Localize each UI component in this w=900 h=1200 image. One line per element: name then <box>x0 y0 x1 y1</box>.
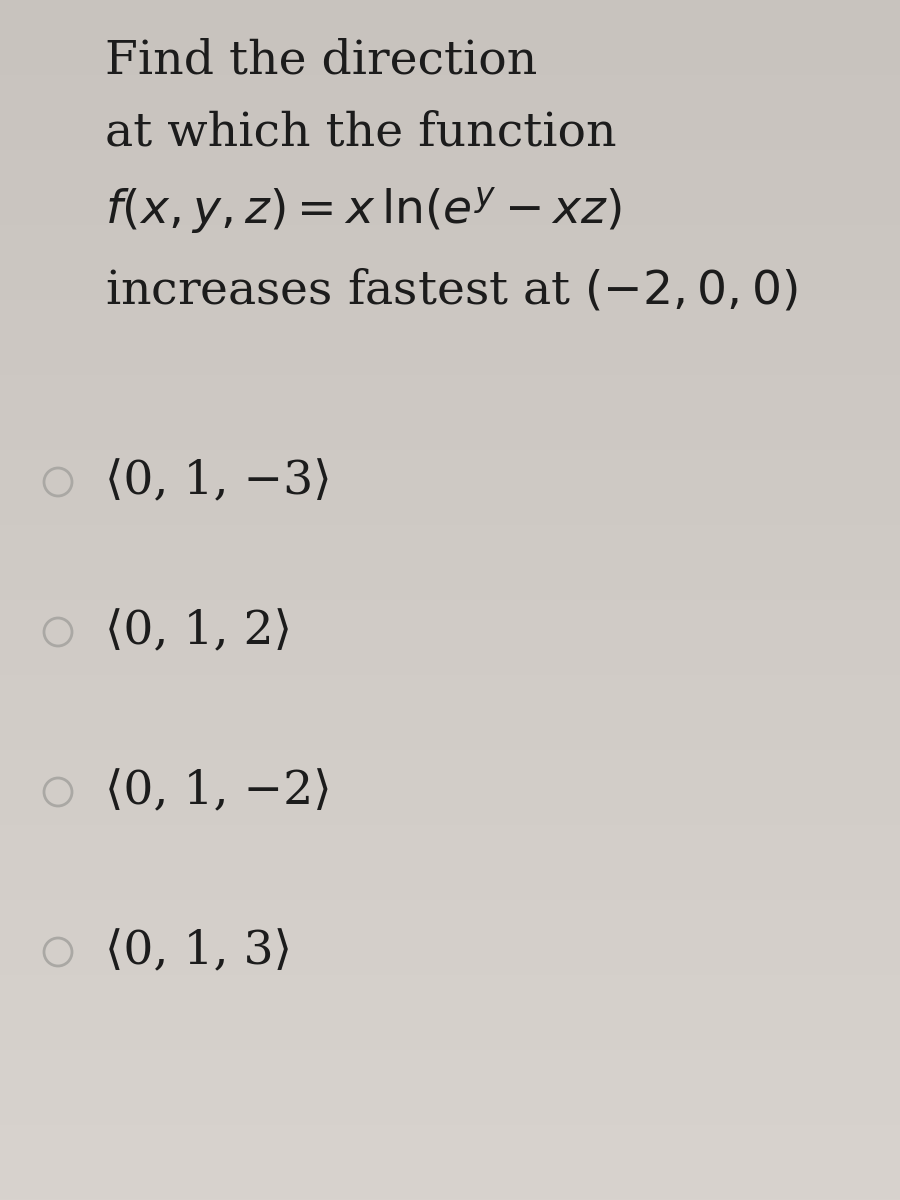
Text: $f(x, y, z) = x\,\ln(e^y - xz)$: $f(x, y, z) = x\,\ln(e^y - xz)$ <box>105 185 622 236</box>
Text: ⟨0, 1, 3⟩: ⟨0, 1, 3⟩ <box>105 929 292 974</box>
Text: increases fastest at $(-2, 0, 0)$: increases fastest at $(-2, 0, 0)$ <box>105 268 797 314</box>
Text: ⟨0, 1, −3⟩: ⟨0, 1, −3⟩ <box>105 460 331 505</box>
Text: at which the function: at which the function <box>105 110 616 155</box>
Text: Find the direction: Find the direction <box>105 38 537 83</box>
Text: ⟨0, 1, −2⟩: ⟨0, 1, −2⟩ <box>105 769 331 815</box>
Text: ⟨0, 1, 2⟩: ⟨0, 1, 2⟩ <box>105 610 292 655</box>
